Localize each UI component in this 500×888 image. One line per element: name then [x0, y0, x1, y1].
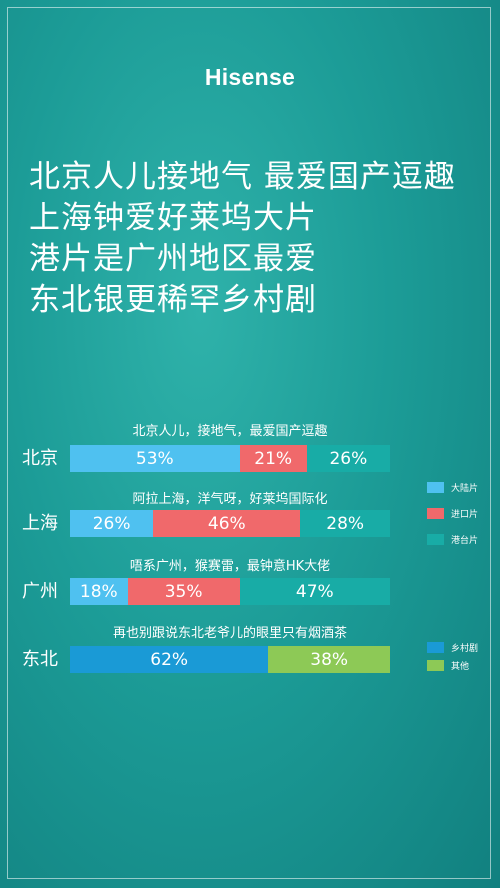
- caption-shanghai: 阿拉上海，洋气呀，好莱坞国际化: [132, 492, 328, 507]
- legend-label-other: 其他: [451, 662, 470, 672]
- bar-segment-0-2-1: 35%: [127, 578, 240, 605]
- headline-line-4: 东北银更稀罕乡村剧: [29, 282, 317, 318]
- brand-logo: Hisense: [204, 64, 296, 90]
- legend-label-rural: 乡村剧: [451, 644, 479, 654]
- bar-segment-0-0-2: 26%: [306, 445, 390, 472]
- legend-item-rural: 乡村剧: [427, 641, 478, 654]
- headline: 北京人儿接地气 最爱国产逗趣 上海钟爱好莱坞大片 港片是广州地区最爱 东北银更稀…: [29, 157, 456, 321]
- legend-swatch-import: [427, 508, 444, 519]
- legend-swatch-other: [427, 660, 444, 671]
- bar-segment-0-1-1: 46%: [153, 510, 301, 537]
- caption-dongbei: 再也别跟说东北老爷儿的眼里只有烟酒茶: [112, 626, 347, 641]
- city-label-beijing: 北京: [22, 448, 58, 469]
- city-label-dongbei: 东北: [22, 649, 58, 670]
- page-border: [7, 7, 491, 879]
- bar-segment-0-1-2: 28%: [300, 510, 390, 537]
- bar-segment-0-0-1: 21%: [239, 445, 307, 472]
- legend-item-hk-tw: 港台片: [427, 533, 478, 546]
- legend-swatch-rural: [427, 642, 444, 653]
- legend-item-other: 其他: [427, 659, 469, 672]
- bar-segment-1-0-1: 38%: [268, 646, 390, 673]
- legend-swatch-mainland: [427, 482, 444, 493]
- city-label-shanghai: 上海: [22, 513, 58, 534]
- bar-row-shanghai: 26% 46% 28%: [70, 510, 390, 537]
- bar-segment-0-1-0: 26%: [70, 510, 154, 537]
- city-label-guangzhou: 广州: [22, 581, 58, 602]
- caption-guangzhou: 唔系广州，猴赛雷，最钟意HK大佬: [129, 559, 331, 574]
- bar-row-beijing: 53% 21% 26%: [70, 445, 390, 472]
- bar-segment-1-0-0: 62%: [70, 646, 269, 673]
- legend-label-import: 进口片: [451, 510, 479, 520]
- legend-label-hk-tw: 港台片: [451, 536, 479, 546]
- legend-item-import: 进口片: [427, 507, 478, 520]
- caption-beijing: 北京人儿，接地气，最爱国产逗趣: [132, 424, 328, 439]
- bar-segment-0-0-0: 53%: [70, 445, 240, 472]
- legend-swatch-hk-tw: [427, 534, 444, 545]
- legend-label-mainland: 大陆片: [451, 484, 479, 494]
- bar-segment-0-2-2: 47%: [239, 578, 390, 605]
- headline-line-2: 上海钟爱好莱坞大片: [29, 200, 317, 236]
- bar-row-guangzhou: 18% 35% 47%: [70, 578, 390, 605]
- headline-line-1: 北京人儿接地气 最爱国产逗趣: [29, 159, 456, 195]
- bar-row-dongbei: 62% 38%: [70, 646, 390, 673]
- legend-item-mainland: 大陆片: [427, 481, 478, 494]
- headline-line-3: 港片是广州地区最爱: [29, 241, 317, 277]
- bar-segment-0-2-0: 18%: [70, 578, 128, 605]
